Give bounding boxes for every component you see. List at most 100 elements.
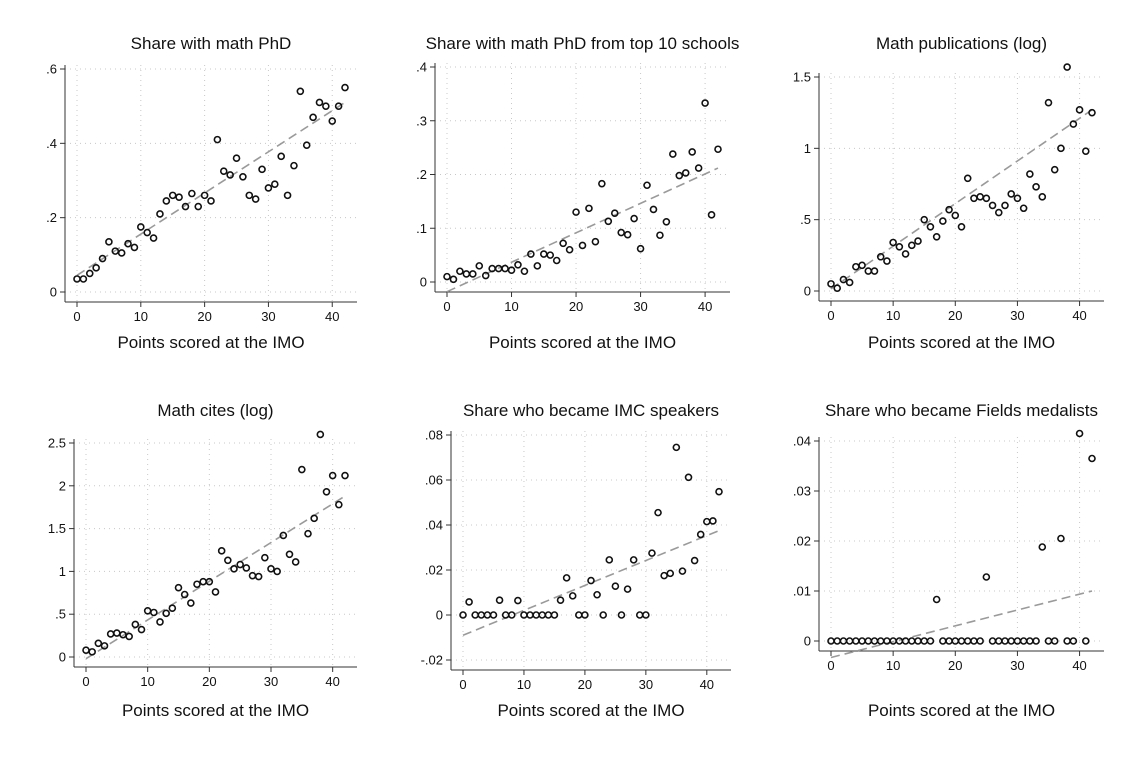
y-tick-label: .4: [46, 136, 57, 151]
data-point: [598, 179, 606, 188]
y-tick-label: .2: [46, 210, 57, 225]
y-tick-label: 1.5: [48, 521, 66, 536]
panel-math-publications: Math publications (log) 0 .5 1 1.5 0 10 20 30 40…: [793, 34, 1104, 352]
data-point: [328, 117, 337, 125]
data-point: [623, 230, 632, 239]
x-tick-label: 10: [134, 309, 148, 324]
data-point: [341, 471, 349, 480]
data-point: [1088, 454, 1096, 463]
data-point: [239, 172, 247, 181]
x-tick-label: 30: [633, 299, 647, 314]
data-point: [675, 171, 684, 180]
data-point: [1069, 120, 1078, 128]
x-tick-label: 30: [1010, 658, 1024, 673]
data-point: [106, 630, 115, 638]
data-point: [150, 608, 158, 617]
data-point: [920, 215, 929, 224]
x-tick-label: 20: [569, 299, 583, 314]
data-point: [483, 611, 492, 619]
data-point: [194, 202, 203, 211]
x-tick-label: 10: [504, 299, 518, 314]
data-point: [889, 238, 897, 247]
data-point: [839, 275, 848, 284]
y-tick-label: .03: [793, 484, 811, 499]
data-point: [587, 576, 595, 585]
data-point: [514, 260, 522, 269]
x-axis-label: Points scored at the IMO: [117, 333, 304, 352]
data-point: [1081, 147, 1090, 155]
data-point: [328, 471, 337, 480]
data-point: [258, 165, 266, 174]
data-point: [501, 264, 509, 273]
data-point: [92, 264, 100, 272]
x-tick-label: 20: [578, 677, 592, 692]
data-point: [696, 530, 705, 539]
data-point: [1075, 429, 1084, 438]
data-point: [688, 148, 696, 156]
y-tick-label: .02: [425, 563, 443, 578]
data-point: [546, 251, 555, 259]
plot-area: 0 .1 .2 .3 .4 0 10 20 30 40: [416, 60, 730, 314]
x-tick-label: 20: [202, 674, 216, 689]
data-point: [188, 189, 196, 198]
x-tick-label: 30: [639, 677, 653, 692]
x-tick-label: 20: [948, 658, 962, 673]
data-point: [565, 245, 574, 254]
data-point: [316, 430, 325, 439]
data-point: [149, 234, 158, 242]
data-point: [162, 197, 171, 205]
data-point: [137, 625, 146, 634]
y-tick-label: .3: [416, 113, 427, 128]
data-point: [926, 637, 935, 645]
y-tick-label: 2: [59, 478, 66, 493]
data-point: [224, 556, 232, 565]
data-point: [604, 217, 613, 226]
data-point: [669, 150, 677, 158]
y-tick-label: 0: [50, 285, 57, 300]
data-point: [932, 595, 941, 604]
data-point: [684, 473, 693, 482]
data-point: [334, 102, 343, 110]
y-tick-label: 1.5: [793, 70, 811, 85]
data-point: [168, 604, 177, 613]
data-point: [599, 611, 607, 619]
data-point: [1013, 194, 1022, 203]
data-point: [507, 611, 516, 619]
panel-title: Share who became Fields medalists: [825, 401, 1098, 420]
data-point: [117, 249, 126, 257]
data-point: [833, 284, 842, 292]
y-tick-label: .04: [425, 518, 443, 533]
x-tick-label: 40: [325, 309, 339, 324]
data-point: [443, 272, 451, 281]
data-point: [273, 567, 281, 576]
data-point: [1044, 98, 1053, 107]
data-point: [465, 598, 473, 606]
data-point: [527, 250, 535, 258]
data-point: [495, 596, 504, 604]
data-point: [168, 191, 177, 200]
data-point: [678, 567, 687, 575]
x-tick-label: 40: [1072, 658, 1086, 673]
data-point: [578, 241, 587, 250]
x-axis-label: Points scored at the IMO: [497, 701, 684, 720]
panel-math-phd-top10: Share with math PhD from top 10 schools …: [416, 34, 739, 352]
data-point: [130, 243, 139, 252]
data-point: [970, 637, 978, 645]
data-point: [642, 611, 650, 619]
data-point: [131, 620, 140, 629]
x-tick-label: 10: [517, 677, 531, 692]
data-point: [533, 262, 542, 270]
data-point: [162, 609, 170, 618]
data-point: [526, 611, 534, 619]
data-point: [310, 514, 318, 523]
data-point: [568, 592, 577, 600]
data-point: [559, 239, 567, 248]
data-point: [254, 572, 263, 581]
data-point: [556, 596, 565, 604]
data-point: [507, 266, 516, 274]
panel-title: Math publications (log): [876, 34, 1047, 53]
x-tick-label: 0: [827, 308, 834, 323]
x-tick-label: 30: [1010, 308, 1024, 323]
data-point: [98, 254, 107, 263]
plot-area: 0 .2 .4 .6 0 10 20 30 40: [46, 62, 357, 324]
